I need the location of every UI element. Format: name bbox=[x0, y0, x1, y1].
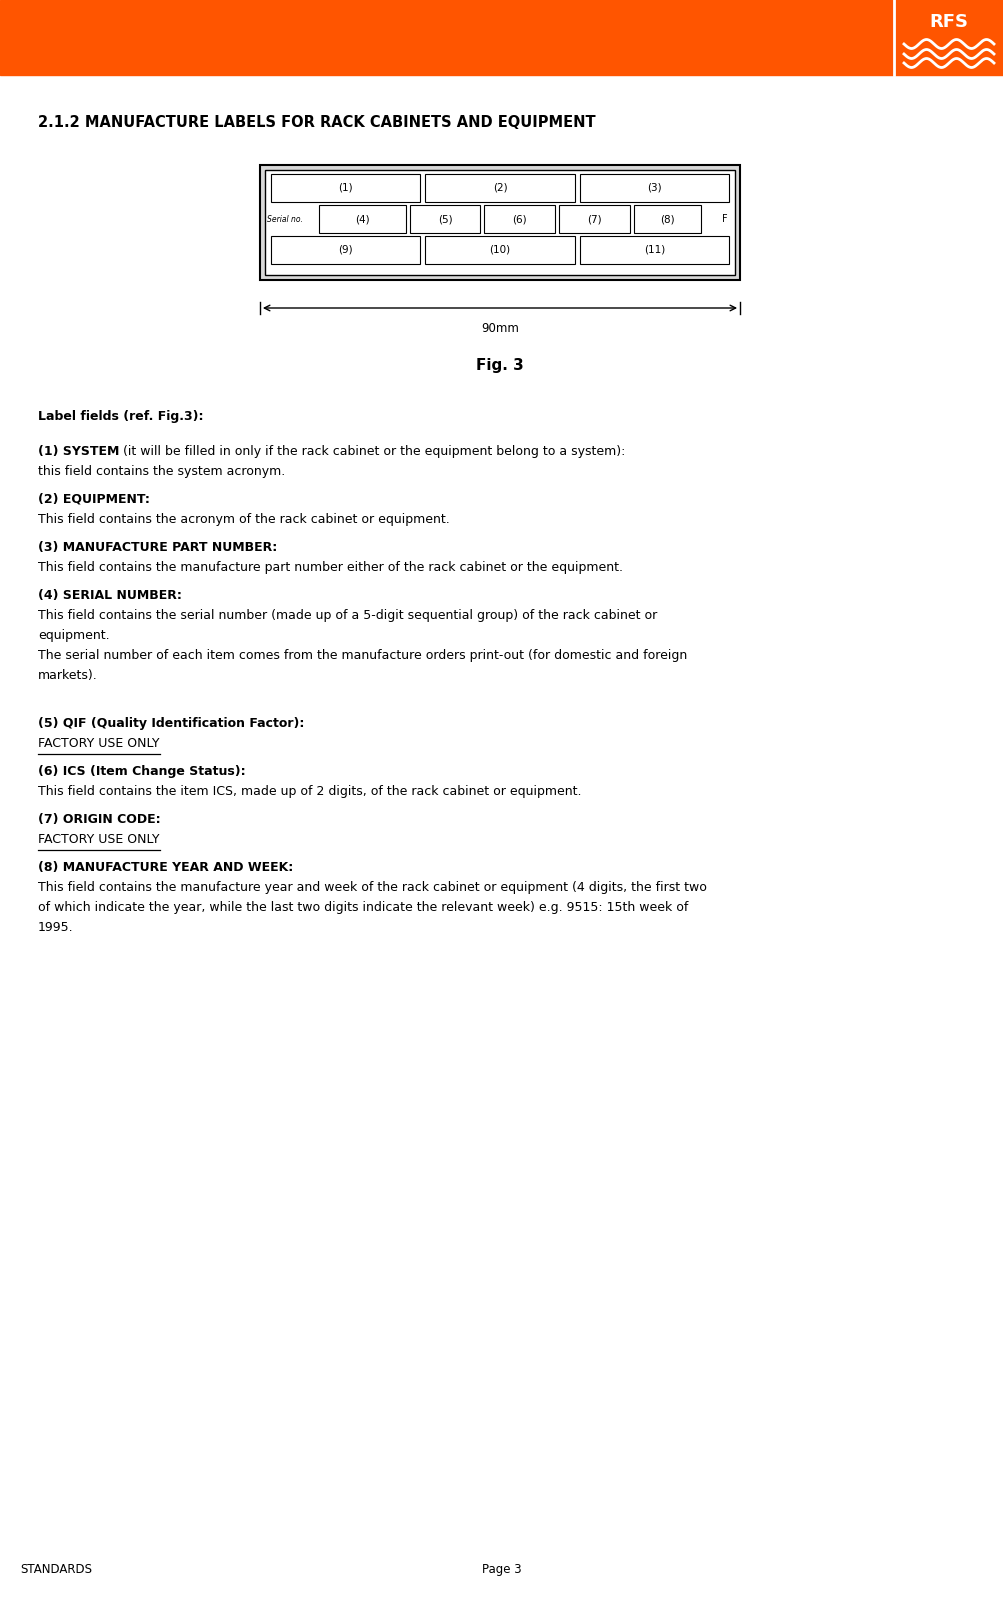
Text: (3): (3) bbox=[646, 183, 661, 192]
Text: (9): (9) bbox=[338, 245, 353, 255]
Text: F: F bbox=[721, 213, 727, 225]
Text: (8) MANUFACTURE YEAR AND WEEK:: (8) MANUFACTURE YEAR AND WEEK: bbox=[38, 861, 293, 874]
Bar bbox=[409, 205, 480, 233]
Text: (3) MANUFACTURE PART NUMBER:: (3) MANUFACTURE PART NUMBER: bbox=[38, 541, 277, 553]
Text: RFS: RFS bbox=[929, 13, 968, 30]
Bar bbox=[484, 205, 555, 233]
Text: (4) SERIAL NUMBER:: (4) SERIAL NUMBER: bbox=[38, 589, 182, 602]
Text: (6): (6) bbox=[513, 213, 527, 225]
Bar bbox=[260, 165, 739, 281]
Text: (7) ORIGIN CODE:: (7) ORIGIN CODE: bbox=[38, 813, 160, 826]
Text: (4): (4) bbox=[355, 213, 369, 225]
Bar bbox=[271, 236, 420, 265]
Text: (7): (7) bbox=[587, 213, 602, 225]
Text: This field contains the serial number (made up of a 5-digit sequential group) of: This field contains the serial number (m… bbox=[38, 610, 657, 622]
Text: (5): (5) bbox=[437, 213, 452, 225]
Text: of which indicate the year, while the last two digits indicate the relevant week: of which indicate the year, while the la… bbox=[38, 901, 688, 914]
Text: (2): (2) bbox=[492, 183, 507, 192]
Bar bbox=[634, 205, 700, 233]
Bar bbox=[425, 236, 574, 265]
Text: The serial number of each item comes from the manufacture orders print-out (for : The serial number of each item comes fro… bbox=[38, 650, 687, 662]
Text: 90mm: 90mm bbox=[480, 322, 519, 335]
Text: this field contains the system acronym.: this field contains the system acronym. bbox=[38, 465, 285, 478]
Text: This field contains the item ICS, made up of 2 digits, of the rack cabinet or eq: This field contains the item ICS, made u… bbox=[38, 784, 581, 799]
Text: FACTORY USE ONLY: FACTORY USE ONLY bbox=[38, 736, 159, 751]
Text: This field contains the acronym of the rack cabinet or equipment.: This field contains the acronym of the r… bbox=[38, 513, 449, 526]
Bar bbox=[559, 205, 630, 233]
Text: This field contains the manufacture year and week of the rack cabinet or equipme: This field contains the manufacture year… bbox=[38, 881, 706, 893]
Text: (2) EQUIPMENT:: (2) EQUIPMENT: bbox=[38, 492, 149, 505]
Text: (6) ICS (Item Change Status):: (6) ICS (Item Change Status): bbox=[38, 765, 246, 778]
Text: equipment.: equipment. bbox=[38, 629, 109, 642]
Text: (8): (8) bbox=[660, 213, 674, 225]
Text: STANDARDS: STANDARDS bbox=[20, 1562, 92, 1577]
Text: (11): (11) bbox=[643, 245, 664, 255]
Text: 1995.: 1995. bbox=[38, 921, 73, 934]
Bar bbox=[579, 173, 728, 202]
Bar bbox=[319, 205, 405, 233]
Bar bbox=[271, 173, 420, 202]
Bar bbox=[265, 170, 734, 274]
Text: (1) SYSTEM: (1) SYSTEM bbox=[38, 444, 119, 459]
Text: 2.1.2 MANUFACTURE LABELS FOR RACK CABINETS AND EQUIPMENT: 2.1.2 MANUFACTURE LABELS FOR RACK CABINE… bbox=[38, 115, 595, 130]
Text: This field contains the manufacture part number either of the rack cabinet or th: This field contains the manufacture part… bbox=[38, 561, 623, 574]
Text: Serial no.: Serial no. bbox=[267, 215, 303, 223]
Text: (it will be filled in only if the rack cabinet or the equipment belong to a syst: (it will be filled in only if the rack c… bbox=[119, 444, 625, 459]
Bar bbox=[425, 173, 574, 202]
Text: FACTORY USE ONLY: FACTORY USE ONLY bbox=[38, 832, 159, 845]
Text: (1): (1) bbox=[338, 183, 353, 192]
Text: markets).: markets). bbox=[38, 669, 97, 682]
Text: (10): (10) bbox=[488, 245, 511, 255]
Bar bbox=[579, 236, 728, 265]
Text: Page 3: Page 3 bbox=[481, 1562, 522, 1577]
Text: Label fields (ref. Fig.3):: Label fields (ref. Fig.3): bbox=[38, 411, 204, 423]
Text: (5) QIF (Quality Identification Factor):: (5) QIF (Quality Identification Factor): bbox=[38, 717, 304, 730]
Text: Fig. 3: Fig. 3 bbox=[475, 358, 524, 374]
Bar bbox=[0, 0, 1003, 75]
